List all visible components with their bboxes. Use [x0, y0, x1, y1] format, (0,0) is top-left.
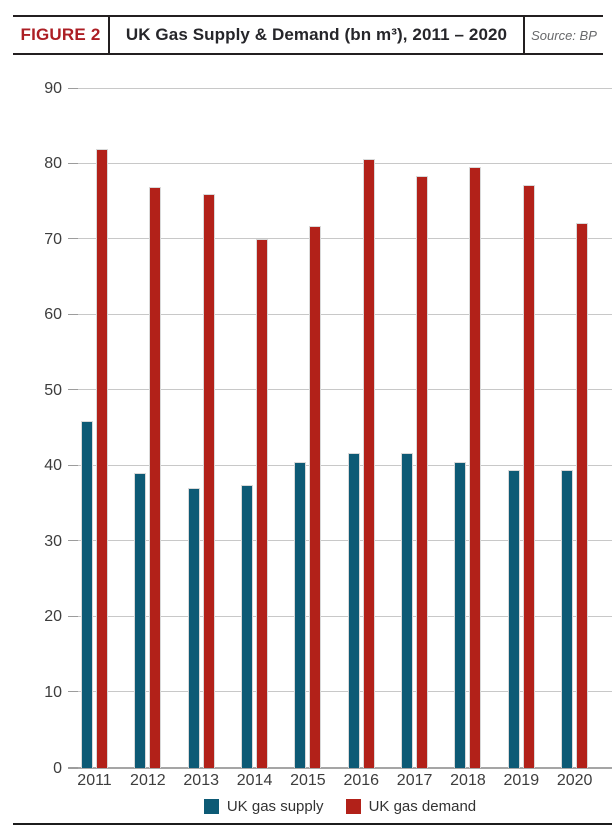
uk-gas-demand-bar [576, 222, 589, 768]
axis-tick [68, 88, 78, 89]
gridline [68, 162, 612, 164]
bar-group [507, 184, 535, 768]
uk-gas-supply-bar [347, 452, 360, 768]
uk-gas-supply-bar [81, 421, 93, 768]
y-axis-tick-label: 0 [53, 759, 62, 777]
bar-group [401, 175, 429, 768]
axis-tick [68, 540, 78, 542]
uk-gas-demand-bar [416, 175, 429, 768]
x-axis-label: 2019 [503, 772, 540, 789]
gridline [68, 389, 612, 391]
legend-item-uk-gas-supply: UK gas supply [203, 797, 324, 815]
uk-gas-demand-bar [256, 239, 269, 768]
gridline [68, 767, 612, 769]
y-axis-tick-label: 20 [44, 608, 62, 626]
legend-swatch-uk-gas-demand [345, 798, 361, 814]
uk-gas-supply-bar [454, 462, 467, 768]
gridline [68, 464, 612, 466]
y-axis-tick-label: 60 [44, 306, 62, 324]
bar-group [294, 225, 322, 768]
uk-gas-demand-bar [522, 184, 535, 768]
y-axis-tick-label: 70 [44, 230, 62, 248]
y-axis: 0 10 20 30 40 50 60 70 80 90 [18, 80, 62, 777]
x-axis-label: 2017 [396, 772, 433, 789]
bottom-rule [13, 823, 612, 825]
bar-group [347, 159, 375, 768]
y-axis-tick-label: 40 [44, 457, 62, 475]
x-axis: 2011 2012 2013 2014 2015 2016 2017 2018 2019 2020 [68, 772, 612, 792]
x-axis-label: 2016 [343, 772, 380, 789]
y-axis-tick-label: 90 [44, 79, 62, 97]
source-label: Source: BP [531, 27, 597, 43]
x-axis-label: 2011 [77, 772, 112, 789]
uk-gas-demand-bar [96, 149, 108, 768]
uk-gas-demand-bar [149, 186, 162, 768]
chart-title: UK Gas Supply & Demand (bn m³), 2011 – 2… [110, 17, 525, 53]
x-axis-label: 2013 [183, 772, 219, 789]
gridline [68, 540, 612, 542]
axis-tick [68, 238, 78, 240]
uk-gas-demand-bar [362, 159, 375, 768]
uk-gas-demand-bar [309, 225, 322, 768]
x-axis-label: 2014 [236, 772, 273, 789]
legend-swatch-uk-gas-supply [203, 798, 219, 814]
axis-tick [68, 464, 78, 466]
bar-group [454, 167, 482, 768]
x-axis-label: 2012 [130, 772, 166, 789]
figure-label: FIGURE 2 [13, 17, 110, 53]
gridline [68, 313, 612, 315]
figure-header: FIGURE 2 UK Gas Supply & Demand (bn m³),… [13, 15, 603, 55]
y-axis-tick-label: 10 [44, 683, 62, 701]
axis-tick [68, 615, 78, 617]
uk-gas-supply-bar [507, 470, 520, 768]
x-axis-label: 2020 [556, 772, 593, 789]
bar-group [81, 149, 108, 768]
uk-gas-supply-bar [241, 484, 254, 768]
axis-tick [68, 767, 78, 769]
axis-tick [68, 691, 78, 693]
uk-gas-demand-bar [202, 193, 215, 768]
bar-group [187, 193, 215, 768]
gridline [68, 691, 612, 693]
bar-group [134, 186, 162, 768]
plot-area [68, 88, 612, 769]
gridline [68, 615, 612, 617]
legend-label: UK gas demand [368, 797, 477, 815]
legend-item-uk-gas-demand: UK gas demand [345, 797, 477, 815]
gridline [68, 88, 612, 89]
uk-gas-supply-bar [561, 470, 574, 768]
y-axis-tick-label: 80 [44, 155, 62, 173]
uk-gas-supply-bar [134, 473, 147, 768]
x-axis-label: 2015 [290, 772, 326, 789]
chart-legend: UK gas supply UK gas demand [68, 795, 612, 817]
legend-label: UK gas supply [226, 797, 324, 815]
uk-gas-supply-bar [294, 462, 307, 768]
uk-gas-supply-bar [401, 452, 414, 768]
axis-tick [68, 162, 78, 164]
x-axis-label: 2018 [450, 772, 486, 789]
axis-tick [68, 313, 78, 315]
uk-gas-supply-bar [187, 487, 200, 768]
gridline [68, 238, 612, 240]
uk-gas-demand-bar [469, 167, 482, 768]
y-axis-tick-label: 50 [44, 381, 62, 399]
bar-group [561, 222, 589, 768]
bar-group [241, 239, 269, 768]
axis-tick [68, 389, 78, 391]
y-axis-tick-label: 30 [44, 532, 62, 550]
